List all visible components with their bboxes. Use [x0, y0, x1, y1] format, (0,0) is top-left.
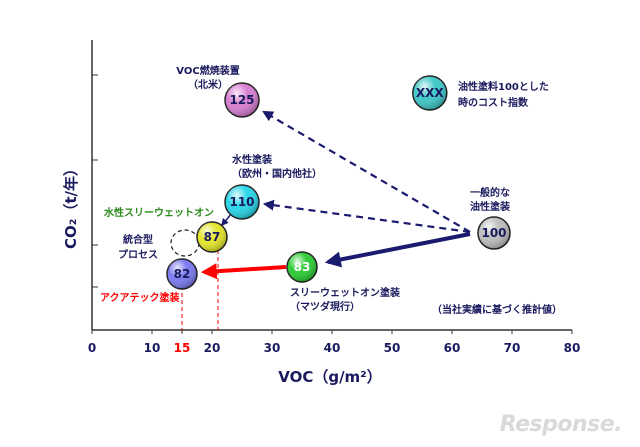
arrow-to-voc-incinerator	[262, 110, 471, 233]
x-axis-title: VOC（g/m²）	[278, 368, 382, 386]
bubble-group: 125 XXX 110 87 100 83 82	[166, 75, 511, 290]
x-tick-label: 30	[264, 341, 281, 355]
x-tick-label: 20	[204, 341, 221, 355]
label-water-3wet-on: 水性スリーウェットオン	[103, 206, 214, 219]
x-tick-label: 70	[504, 341, 521, 355]
bubble-value-water-3wet-on: 87	[204, 230, 221, 244]
bubble-value-aqua-tech: 82	[174, 267, 191, 281]
label-cost-legend: 時のコスト指数	[458, 96, 529, 109]
arrow-to-3wet-on	[324, 232, 471, 268]
bubble-shine	[412, 76, 447, 110]
label-3wet-on: （マツダ現行）	[290, 300, 360, 313]
label-voc-incinerator: VOC燃焼装置	[176, 64, 239, 77]
x-tick-label: 0	[88, 341, 96, 355]
label-voc-incinerator: （北米）	[188, 78, 228, 91]
bubble-value-waterborne: 110	[229, 195, 254, 209]
x-tick-label: 80	[564, 341, 581, 355]
x-tick-label: 15	[174, 341, 191, 355]
bubble-value-3wet-on: 83	[294, 260, 311, 274]
integrated-process-label-line1: 統合型	[123, 233, 153, 246]
bubble-value-solventborne: 100	[481, 226, 506, 240]
label-solventborne: 油性塗装	[470, 200, 510, 213]
bubble-value-cost-legend: XXX	[416, 86, 445, 100]
bubble-shine	[225, 83, 259, 117]
watermark-logo: Response.	[499, 412, 623, 437]
bubble-value-voc-incinerator: 125	[229, 93, 254, 107]
bubble-shine	[197, 222, 227, 252]
integrated-process-circle	[170, 229, 200, 257]
y-axis-title: CO₂（t/年）	[62, 161, 80, 249]
x-tick-group: 0 10 15 20 30 40 50 60 70 80	[88, 330, 581, 355]
bubble-shine	[225, 185, 259, 219]
arrow-to-aqua-tech	[200, 263, 287, 280]
estimate-note: （当社実績に基づく推計値）	[432, 303, 562, 316]
x-tick-label: 40	[324, 341, 341, 355]
arrow-to-waterborne	[262, 199, 471, 234]
x-tick-label: 60	[444, 341, 461, 355]
label-waterborne: 水性塗装	[231, 153, 272, 166]
label-waterborne: （欧州・国内他社）	[232, 167, 322, 180]
bubble-shine	[478, 217, 510, 249]
label-3wet-on: スリーウェットオン塗装	[290, 286, 400, 299]
x-tick-label: 10	[144, 341, 161, 355]
x-tick-label: 50	[384, 341, 401, 355]
label-aqua-tech: アクアテック塗装	[100, 291, 180, 304]
annotation-group: VOC燃焼装置（北米） 油性塗料100とした時のコスト指数水性塗装（欧州・国内他社…	[100, 64, 549, 313]
label-cost-legend: 油性塗料100とした	[458, 80, 549, 93]
bubble-shine	[167, 259, 197, 289]
integrated-process-label-line2: プロセス	[118, 248, 158, 261]
bubble-shine	[287, 252, 317, 282]
label-solventborne: 一般的な	[470, 186, 510, 199]
